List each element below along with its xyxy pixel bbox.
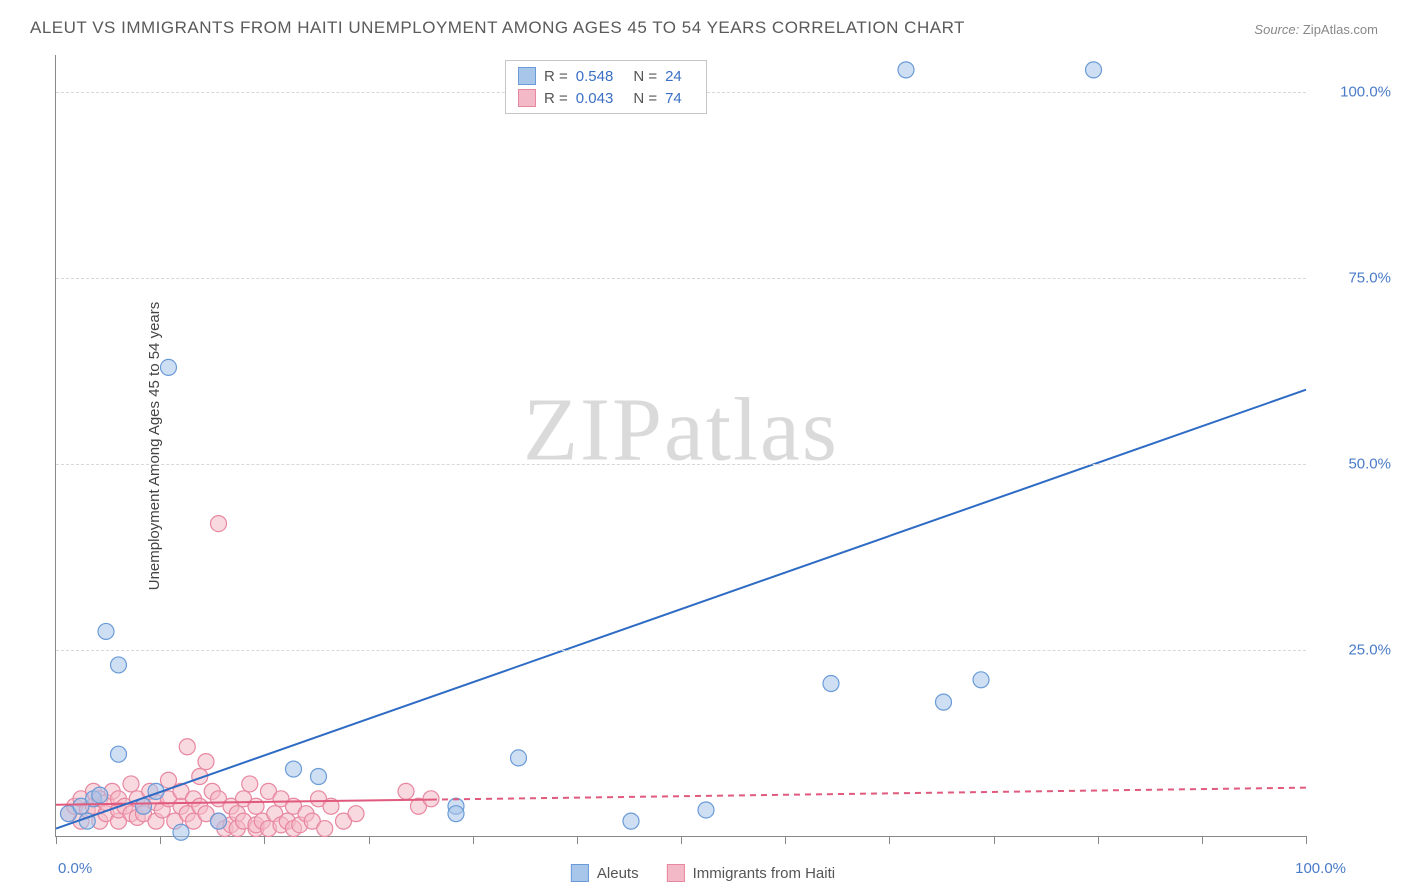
- plot-area: ZIPatlas 25.0%50.0%75.0%100.0%: [55, 55, 1306, 837]
- x-tick: [264, 836, 265, 844]
- data-point: [179, 739, 195, 755]
- gridline: [56, 278, 1306, 279]
- n-label: N =: [633, 68, 657, 85]
- source-value: ZipAtlas.com: [1303, 22, 1378, 37]
- x-tick: [994, 836, 995, 844]
- data-point: [123, 776, 139, 792]
- data-point: [111, 657, 127, 673]
- legend-label: Immigrants from Haiti: [693, 865, 836, 882]
- data-point: [698, 802, 714, 818]
- r-value: 0.043: [576, 90, 614, 107]
- data-point: [973, 672, 989, 688]
- chart-title: ALEUT VS IMMIGRANTS FROM HAITI UNEMPLOYM…: [30, 18, 965, 38]
- trend-line-dashed: [431, 788, 1306, 800]
- source-attribution: Source: ZipAtlas.com: [1254, 22, 1378, 37]
- legend-item: Aleuts: [571, 864, 639, 882]
- data-point: [173, 824, 189, 840]
- data-point: [98, 623, 114, 639]
- legend-swatch: [667, 864, 685, 882]
- data-point: [111, 746, 127, 762]
- series-swatch: [518, 67, 536, 85]
- correlation-row: R = 0.043 N = 74: [518, 89, 694, 107]
- r-value: 0.548: [576, 68, 614, 85]
- r-label: R =: [544, 68, 568, 85]
- x-axis-max-label: 100.0%: [1295, 860, 1346, 877]
- gridline: [56, 650, 1306, 651]
- y-tick-label: 50.0%: [1348, 456, 1391, 473]
- data-point: [211, 813, 227, 829]
- x-tick: [160, 836, 161, 844]
- trend-line: [56, 390, 1306, 829]
- x-tick: [473, 836, 474, 844]
- data-point: [248, 798, 264, 814]
- data-point: [1086, 62, 1102, 78]
- data-point: [623, 813, 639, 829]
- data-point: [898, 62, 914, 78]
- data-point: [511, 750, 527, 766]
- legend-swatch: [571, 864, 589, 882]
- data-point: [211, 516, 227, 532]
- data-point: [311, 768, 327, 784]
- y-tick-label: 100.0%: [1340, 84, 1391, 101]
- source-label: Source:: [1254, 22, 1299, 37]
- data-point: [161, 359, 177, 375]
- x-tick: [369, 836, 370, 844]
- data-point: [317, 821, 333, 837]
- x-tick: [56, 836, 57, 844]
- n-value: 74: [665, 90, 682, 107]
- y-tick-label: 75.0%: [1348, 270, 1391, 287]
- x-tick: [1202, 836, 1203, 844]
- data-point: [286, 761, 302, 777]
- data-point: [242, 776, 258, 792]
- x-tick: [889, 836, 890, 844]
- y-tick-label: 25.0%: [1348, 642, 1391, 659]
- data-point: [448, 806, 464, 822]
- legend-label: Aleuts: [597, 865, 639, 882]
- x-tick: [681, 836, 682, 844]
- legend-bottom: Aleuts Immigrants from Haiti: [571, 864, 835, 882]
- data-point: [823, 676, 839, 692]
- x-tick: [1306, 836, 1307, 844]
- n-value: 24: [665, 68, 682, 85]
- data-point: [92, 787, 108, 803]
- x-tick: [1098, 836, 1099, 844]
- x-tick: [577, 836, 578, 844]
- gridline: [56, 464, 1306, 465]
- correlation-row: R = 0.548 N = 24: [518, 67, 694, 85]
- legend-item: Immigrants from Haiti: [667, 864, 836, 882]
- data-point: [348, 806, 364, 822]
- n-label: N =: [633, 90, 657, 107]
- series-swatch: [518, 89, 536, 107]
- data-point: [398, 783, 414, 799]
- r-label: R =: [544, 90, 568, 107]
- data-point: [198, 754, 214, 770]
- data-point: [161, 772, 177, 788]
- x-tick: [785, 836, 786, 844]
- correlation-legend: R = 0.548 N = 24 R = 0.043 N = 74: [505, 60, 707, 114]
- data-point: [936, 694, 952, 710]
- plot-svg: [56, 55, 1306, 836]
- x-axis-min-label: 0.0%: [58, 860, 92, 877]
